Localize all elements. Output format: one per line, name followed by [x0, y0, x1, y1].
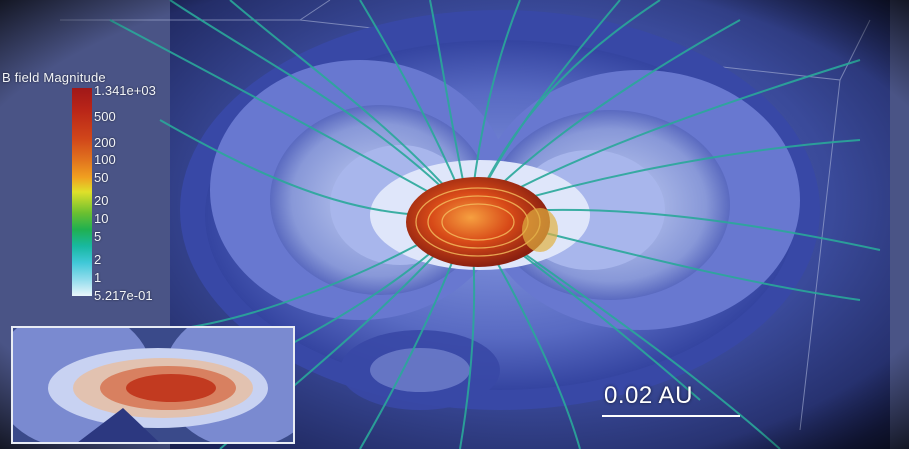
- legend-tick-label: 1.341e+03: [94, 83, 156, 98]
- scale-label: 0.02 AU: [604, 382, 693, 409]
- legend-tick-label: 200: [94, 135, 116, 150]
- legend-tick-label: 10: [94, 211, 109, 226]
- legend-tick-label: 20: [94, 193, 109, 208]
- legend-tick-label: 50: [94, 170, 109, 185]
- legend-tick-label: 1: [94, 270, 102, 285]
- legend-tick-label: 2: [94, 252, 102, 267]
- legend-title: B field Magnitude: [2, 70, 106, 85]
- scale-bar: [602, 415, 740, 417]
- legend-tick-label: 500: [94, 109, 116, 124]
- legend-tick-label: 5.217e-01: [94, 288, 153, 303]
- legend-tick-label: 100: [94, 152, 116, 167]
- legend-tick-label: 5: [94, 229, 102, 244]
- color-legend-bar: [72, 88, 92, 296]
- inset-view: [11, 326, 295, 444]
